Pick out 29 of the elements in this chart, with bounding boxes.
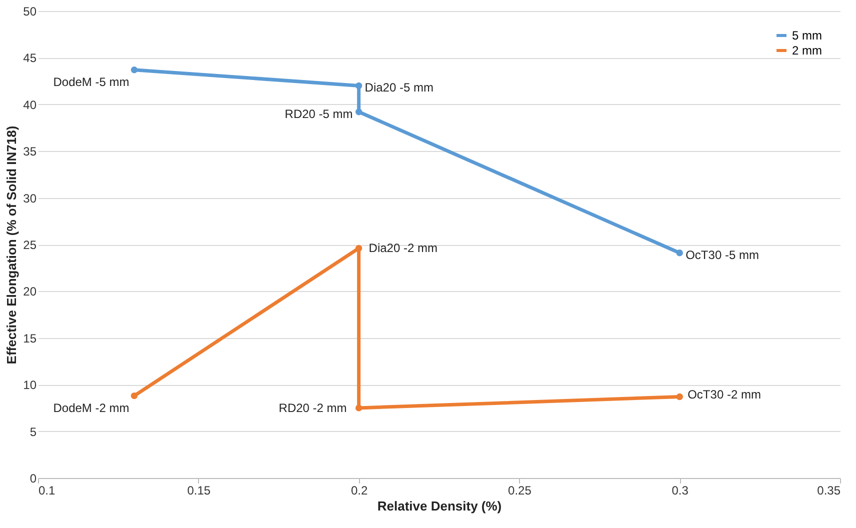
y-tick-label: 5 [30,424,37,439]
annotation: RD20 -5 mm [284,106,353,121]
x-tick-label: 0.15 [187,484,211,498]
y-tick-label: 15 [23,331,37,346]
y-tick-label: 45 [23,51,37,66]
y-tick-label: 0 [30,472,37,486]
x-tick-label: 0.35 [817,484,841,498]
legend-label: 2 mm [792,44,822,58]
x-tick-label: 0.2 [350,484,368,498]
y-tick-label: 20 [23,284,37,299]
y-tick-label: 30 [23,191,37,206]
x-axis-title: Relative Density (%) [377,498,502,514]
annotation: DodeM -2 mm [53,400,130,415]
y-axis-title: Effective Elongation (% of Solid IN718) [4,126,20,364]
y-tick-label: 50 [23,4,37,18]
y-tick-label: 40 [23,98,37,112]
y-tick-label: 25 [23,238,37,252]
annotation: RD20 -2 mm [278,400,347,415]
annotation: Dia20 -5 mm [364,80,434,95]
x-tick-label: 0.25 [508,484,532,498]
legend-label: 5 mm [792,28,822,42]
y-tick-label: 10 [23,378,37,392]
y-tick-label: 35 [23,144,37,159]
annotation: OcT30 -2 mm [688,388,761,402]
annotation: Dia20 -2 mm [368,241,438,256]
annotation: OcT30 -5 mm [686,248,759,262]
x-tick-label: 0.1 [38,484,56,498]
x-tick-label: 0.3 [672,484,689,498]
annotation: DodeM -5 mm [53,74,130,89]
